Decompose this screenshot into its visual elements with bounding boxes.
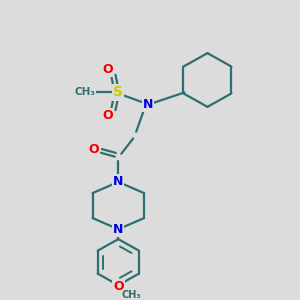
Text: CH₃: CH₃ bbox=[74, 88, 95, 98]
Text: O: O bbox=[102, 63, 113, 76]
Text: N: N bbox=[113, 175, 124, 188]
Text: S: S bbox=[113, 85, 123, 100]
Text: CH₃: CH₃ bbox=[122, 290, 141, 300]
Text: O: O bbox=[88, 143, 99, 157]
Text: N: N bbox=[143, 98, 153, 111]
Text: N: N bbox=[113, 223, 124, 236]
Text: O: O bbox=[102, 109, 113, 122]
Text: O: O bbox=[113, 280, 124, 292]
